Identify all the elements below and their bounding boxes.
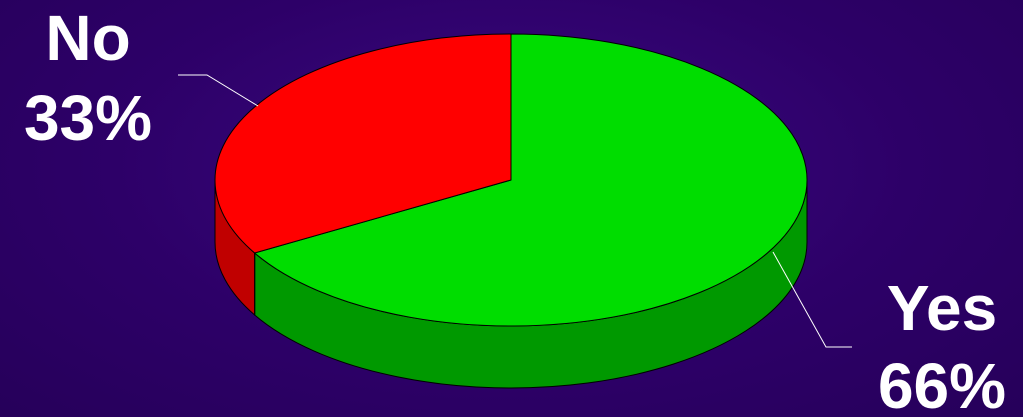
label-no-category: No xyxy=(45,2,130,74)
pie-tops xyxy=(214,33,808,327)
leader-line-no xyxy=(178,74,259,107)
leader-lines xyxy=(178,74,852,348)
label-yes-category: Yes xyxy=(887,272,997,344)
label-no-value: 33% xyxy=(24,82,152,154)
slice-labels: No 33% Yes 66% xyxy=(24,2,1006,417)
leader-line-yes xyxy=(772,251,852,348)
slice-top-yes xyxy=(253,33,808,327)
label-yes-value: 66% xyxy=(878,350,1006,417)
slice-top-no xyxy=(214,33,512,254)
